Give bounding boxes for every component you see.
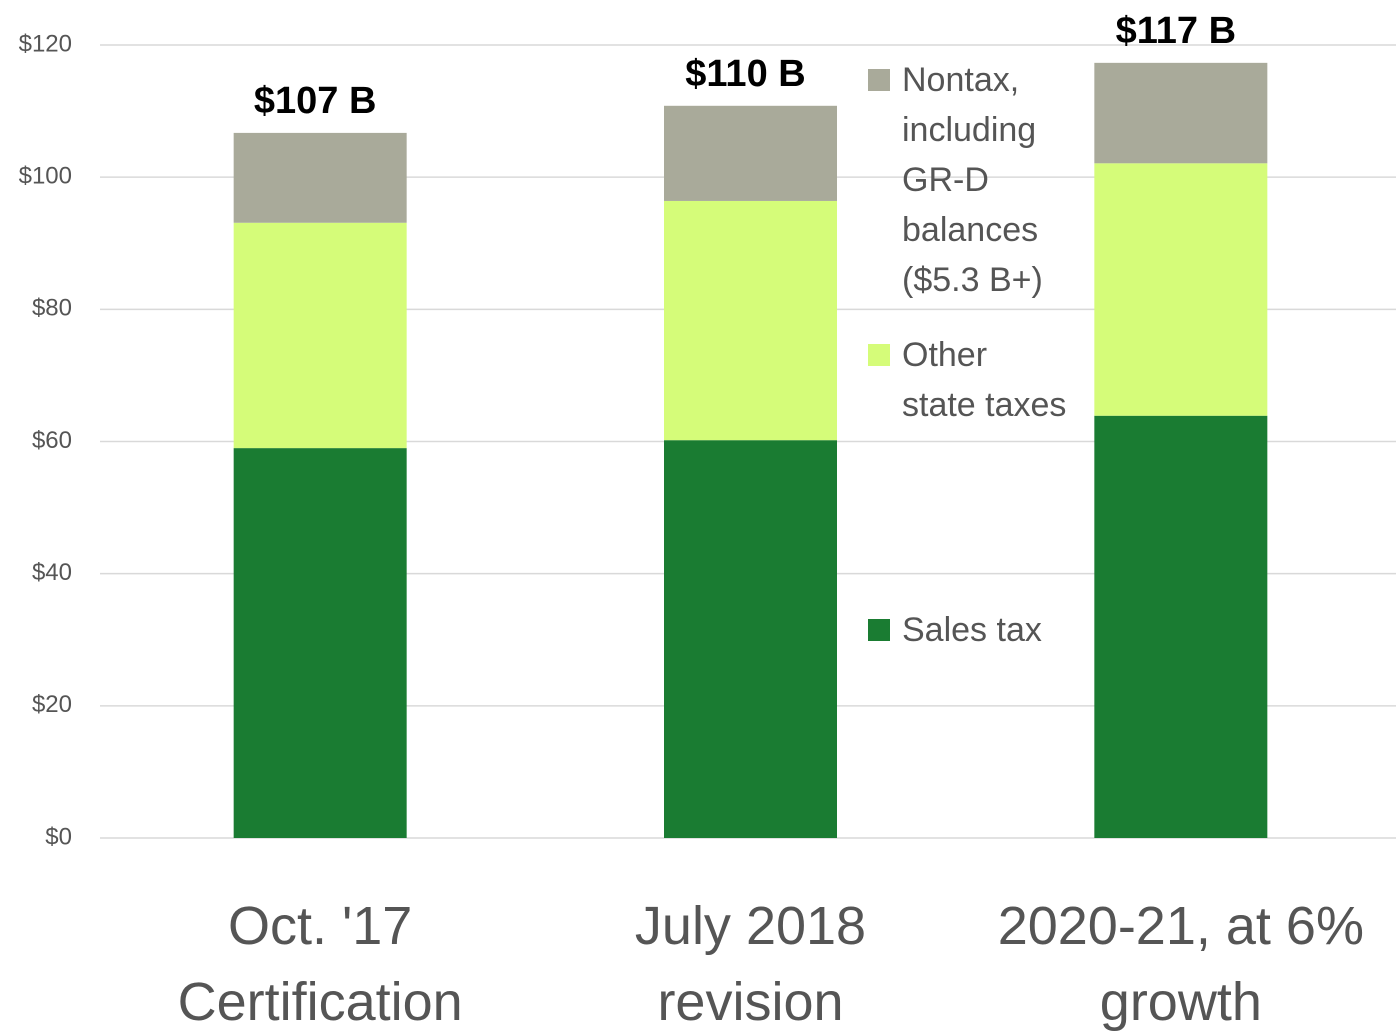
legend-swatch: [868, 69, 890, 91]
total-label: $117 B: [1116, 10, 1236, 52]
y-tick-label: $0: [45, 823, 72, 850]
y-tick-label: $100: [19, 163, 72, 190]
x-tick-label: July 2018 revision: [634, 896, 867, 1031]
legend-swatch: [868, 344, 890, 366]
total-label: $110 B: [685, 53, 805, 95]
legend-label: Nontax, including GR-D balances ($5.3 B+…: [902, 61, 1043, 299]
y-tick-label: $120: [19, 30, 72, 57]
bar-segment: [1094, 415, 1268, 838]
bar-segment: [664, 440, 837, 838]
bar-segment: [664, 200, 837, 441]
y-tick-label: $20: [32, 691, 72, 718]
bar-segment: [1094, 62, 1268, 164]
bar-segment: [233, 448, 407, 838]
x-tick-label: Oct. '17 Certification: [177, 896, 463, 1031]
legend-label: Other state taxes: [902, 336, 1067, 424]
legend-item: Other state taxes: [868, 330, 1068, 430]
legend-item: Nontax, including GR-D balances ($5.3 B+…: [868, 55, 1068, 305]
bar-segment: [233, 222, 407, 449]
bar-segment: [664, 105, 837, 201]
legend-item: Sales tax: [868, 605, 1068, 655]
bar-segment: [233, 132, 407, 223]
y-tick-label: $80: [32, 295, 72, 322]
legend-label: Sales tax: [902, 611, 1042, 649]
y-tick-label: $60: [32, 427, 72, 454]
legend-swatch: [868, 619, 890, 641]
total-label: $107 B: [254, 80, 377, 122]
y-tick-label: $40: [32, 559, 72, 586]
bar-segment: [1094, 163, 1268, 416]
x-tick-label: 2020-21, at 6% growth: [997, 896, 1364, 1031]
